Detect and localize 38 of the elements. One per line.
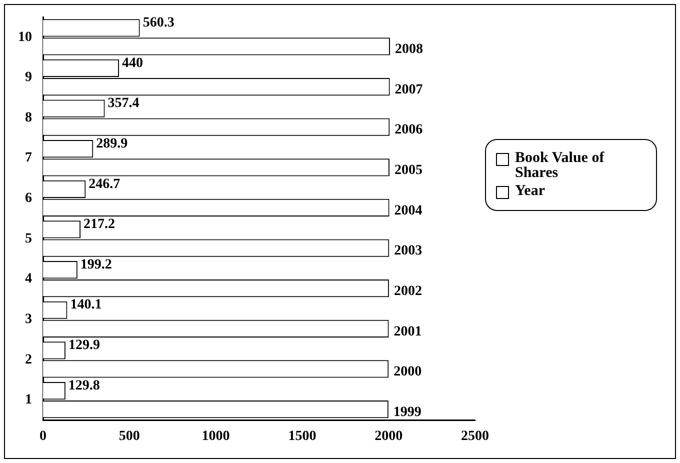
data-label: 2001: [394, 324, 422, 340]
y-tick-label: 3: [25, 312, 32, 328]
data-label: 2007: [394, 82, 423, 98]
data-label: 357.4: [108, 96, 140, 112]
data-label: 129.8: [68, 378, 100, 394]
x-tick-label: 2000: [374, 429, 403, 444]
data-label: 2006: [394, 122, 423, 138]
data-label: 129.9: [68, 338, 100, 354]
data-label: 199.2: [80, 257, 112, 272]
data-label: 2005: [394, 163, 422, 178]
data-label: 289.9: [96, 136, 128, 152]
text: Year: [515, 183, 545, 199]
x-tick-label: 1000: [202, 429, 230, 444]
y-tick-label: 8: [25, 110, 32, 126]
data-label: 560.3: [142, 15, 174, 30]
text: Book Value of Shares: [515, 150, 606, 181]
data-label: 2000: [394, 364, 422, 380]
data-label: 2002: [394, 284, 422, 299]
data-label: 440: [122, 56, 144, 71]
data-label: 217.2: [84, 217, 116, 232]
data-label: 1999: [393, 404, 422, 420]
data-label: 2003: [394, 244, 422, 259]
data-label: 2008: [394, 42, 423, 58]
y-tick-label: 1: [25, 392, 32, 408]
x-tick-label: 1500: [288, 429, 316, 444]
data-label: 140.1: [70, 298, 102, 313]
x-tick-label: 500: [118, 429, 140, 444]
y-tick-label: 7: [25, 150, 32, 166]
data-label: 246.7: [88, 176, 120, 192]
x-tick-label: 2500: [461, 429, 489, 444]
y-tick-label: 5: [25, 231, 32, 246]
y-tick-label: 10: [18, 30, 32, 45]
x-tick-label: 0: [40, 429, 46, 444]
y-tick-label: 9: [25, 70, 32, 86]
data-label: 2004: [394, 203, 422, 218]
y-tick-label: 2: [25, 352, 32, 368]
y-tick-label: 6: [25, 191, 32, 206]
y-tick-label: 4: [25, 272, 32, 287]
